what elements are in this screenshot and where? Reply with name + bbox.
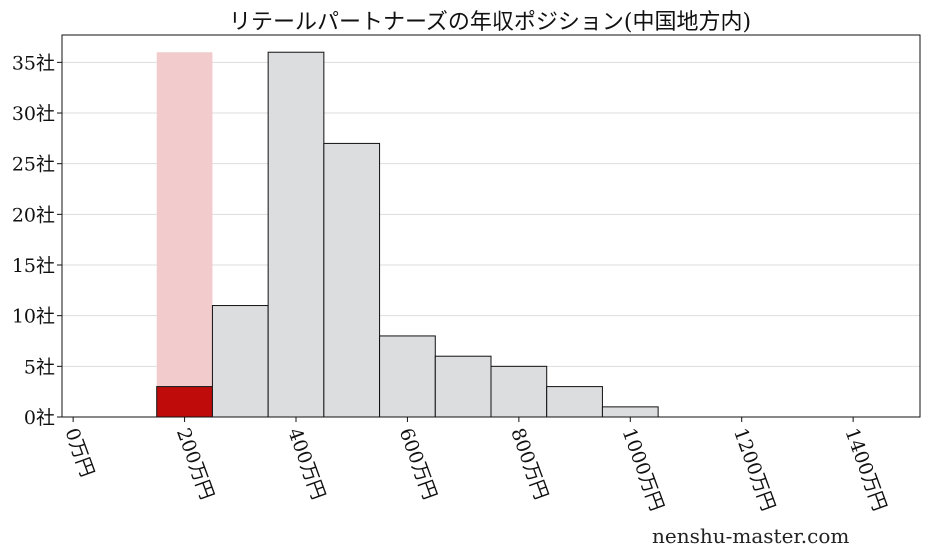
histogram-bar (323, 142, 381, 418)
histogram-bar (211, 305, 269, 418)
y-tick-label: 5社 (24, 356, 55, 378)
watermark: nenshu-master.com (652, 524, 850, 548)
histogram-bar (379, 335, 436, 418)
x-tick-label: 1200万円 (729, 425, 779, 514)
y-tick-label: 10社 (12, 306, 55, 328)
x-tick-label: 600万円 (395, 425, 441, 502)
histogram-bar (546, 386, 603, 418)
histogram-bar (601, 406, 659, 418)
y-tick-label: 35社 (12, 52, 55, 74)
y-tick-label: 20社 (12, 204, 55, 226)
highlight-band (156, 52, 213, 417)
highlight-bar (156, 386, 213, 418)
x-tick-label: 1000万円 (618, 425, 668, 514)
histogram-bar (434, 355, 492, 418)
x-tick-label: 200万円 (172, 425, 218, 502)
x-tick-label: 800万円 (506, 425, 552, 502)
y-tick-label: 25社 (12, 154, 55, 176)
histogram-bar (267, 51, 325, 418)
y-tick-label: 30社 (12, 103, 55, 125)
histogram-bar (490, 365, 548, 418)
y-tick-label: 15社 (12, 255, 55, 277)
x-tick-label: 400万円 (283, 425, 329, 502)
chart-title: リテールパートナーズの年収ポジション(中国地方内) (228, 10, 752, 35)
x-tick-label: 1400万円 (840, 425, 890, 514)
plot-frame (61, 34, 921, 418)
x-tick-label: 0万円 (60, 425, 98, 480)
y-tick-label: 0社 (24, 407, 55, 429)
